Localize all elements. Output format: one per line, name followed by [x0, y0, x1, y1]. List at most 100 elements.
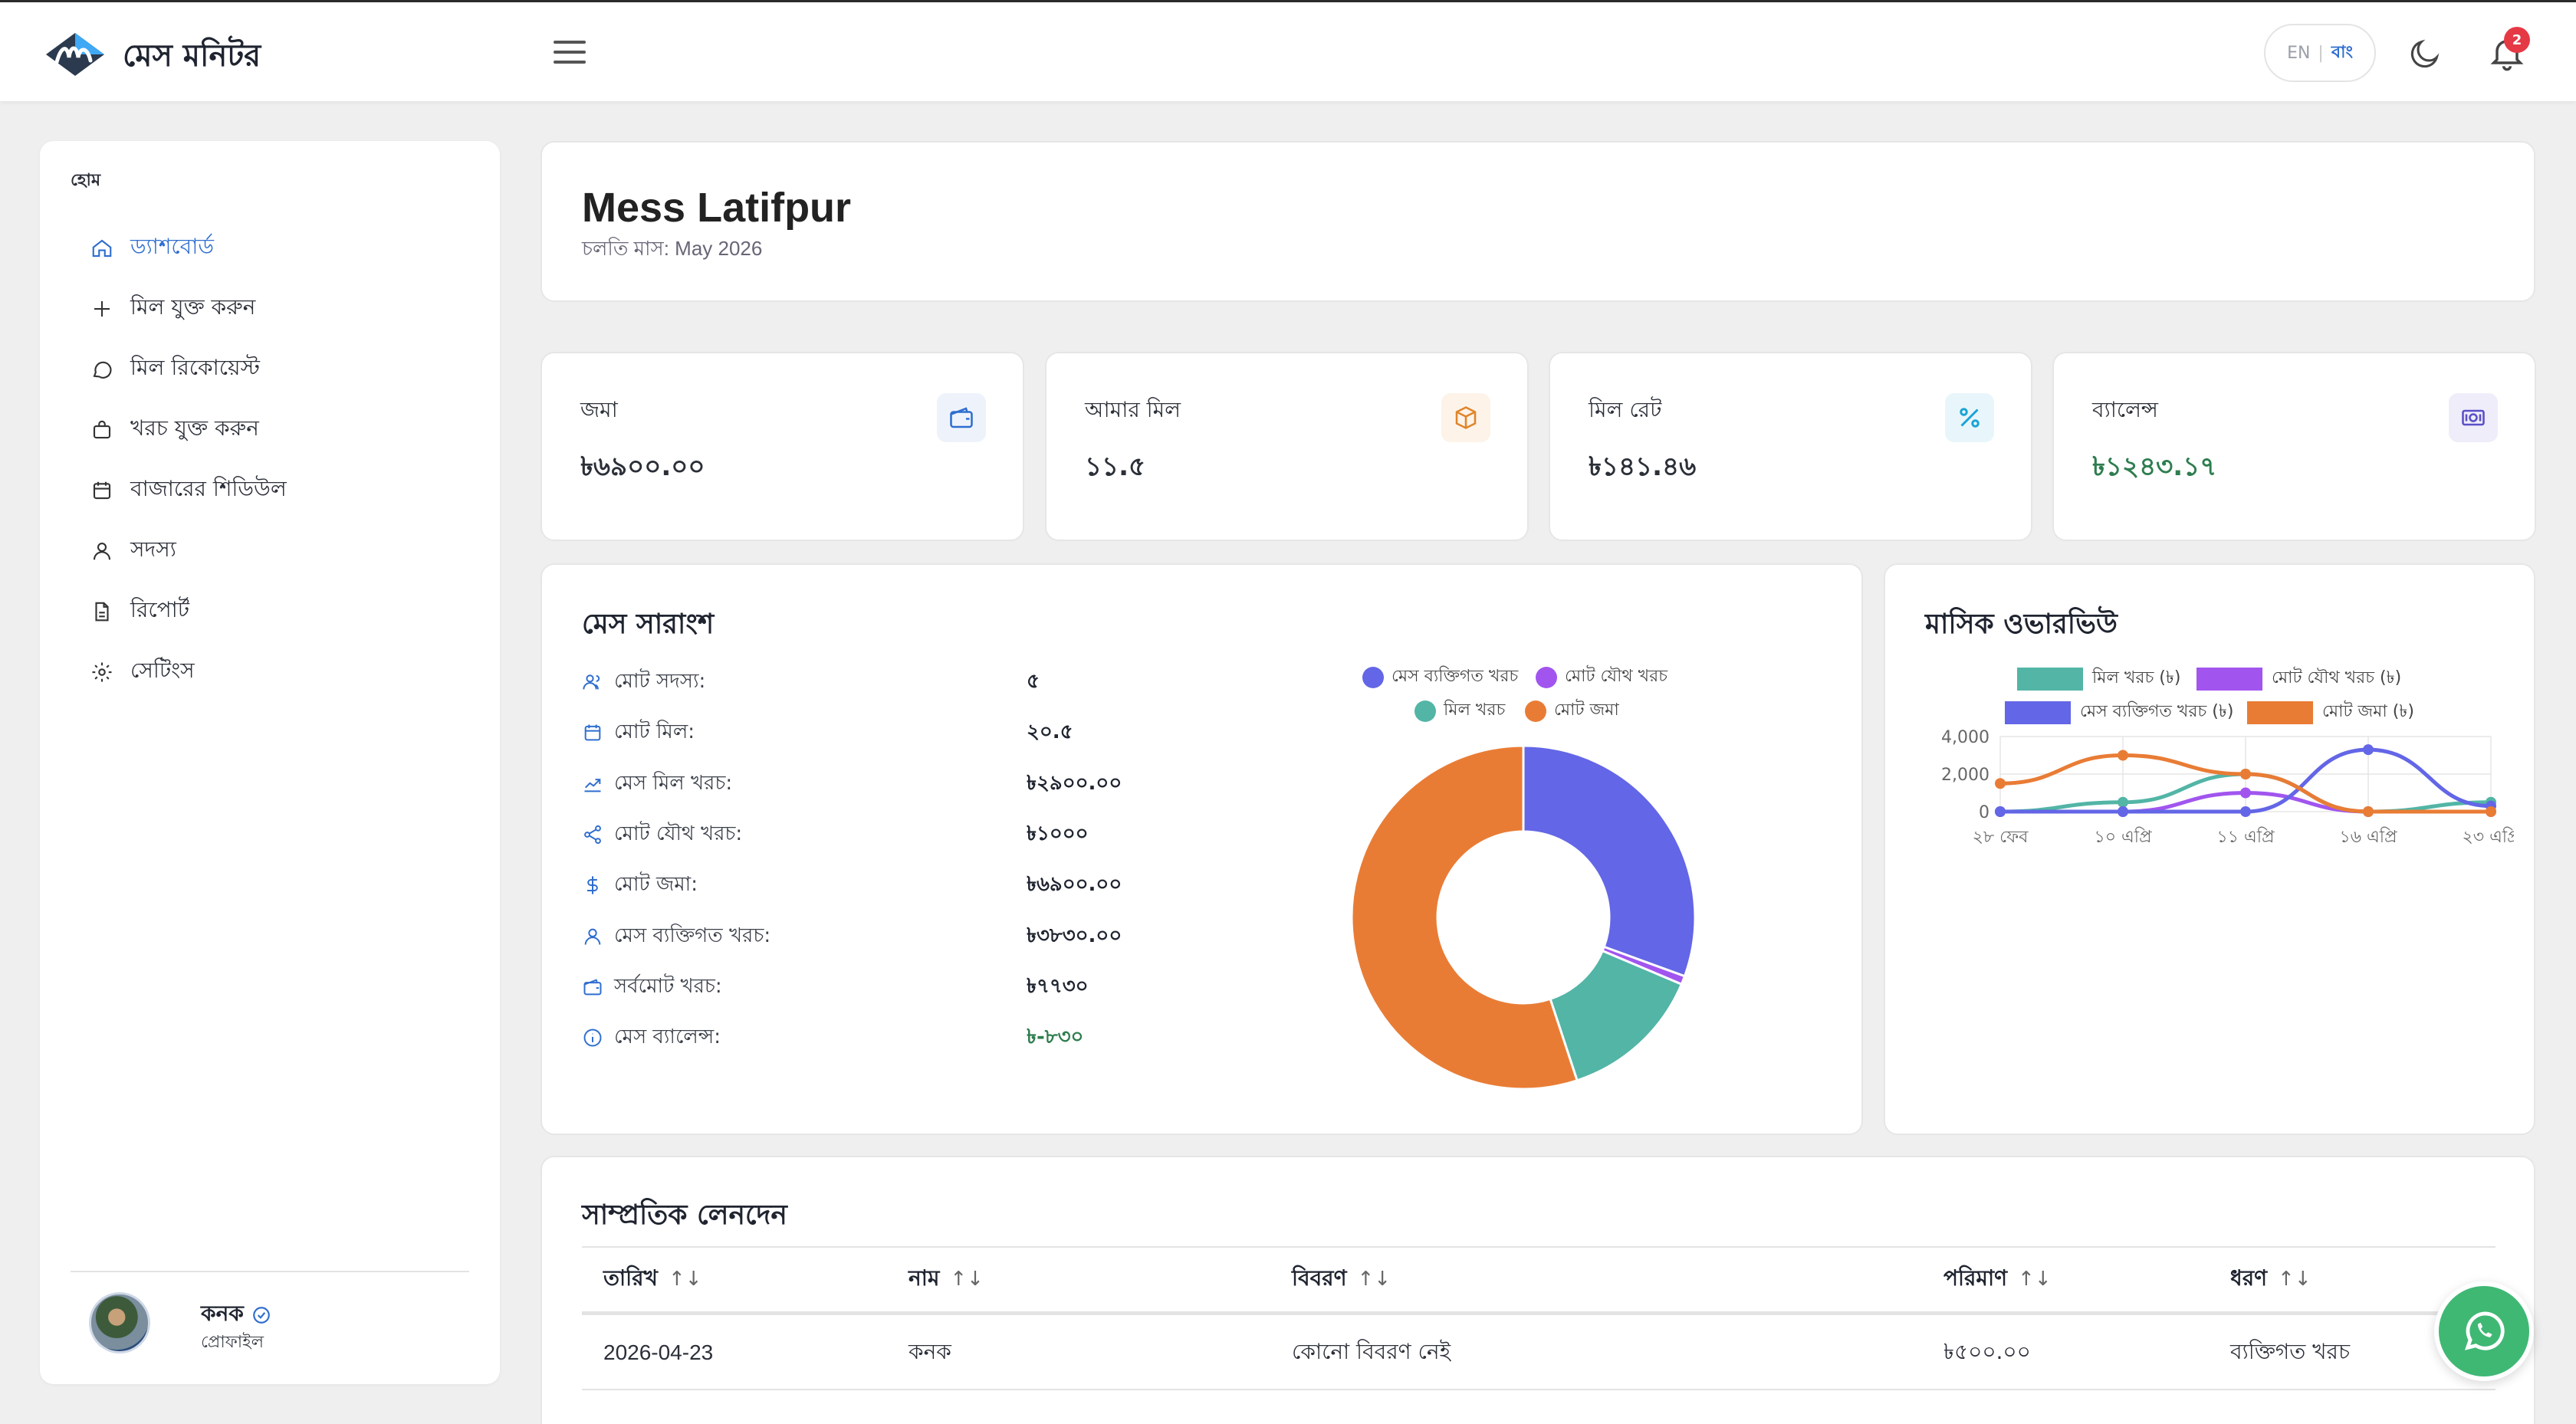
data-point[interactable] — [2240, 769, 2251, 779]
language-switch[interactable]: EN | বাং — [2264, 24, 2376, 82]
column-header-label: ধরণ — [2230, 1265, 2268, 1291]
box-icon — [1441, 393, 1490, 442]
sidebar: হোম ড্যাশবোর্ড মিল যুক্ত করুন মিল রিকোয়… — [40, 141, 500, 1384]
legend-item[interactable]: মেস ব্যক্তিগত খরচ — [1362, 663, 1518, 691]
sidebar-item-members[interactable]: সদস্য — [90, 520, 458, 581]
data-point[interactable] — [1995, 806, 2006, 817]
sort-icon[interactable]: ↑↓ — [950, 1268, 984, 1291]
table-header: তারিখ ↑↓ নাম ↑↓ বিবরণ ↑↓ পরিমাণ ↑↓ ধরণ ↑↓ — [582, 1246, 2496, 1315]
data-point[interactable] — [2363, 806, 2374, 817]
menu-toggle-button[interactable] — [554, 41, 586, 67]
sort-icon[interactable]: ↑↓ — [668, 1268, 702, 1291]
sidebar-item-add-meal[interactable]: মিল যুক্ত করুন — [90, 278, 458, 339]
chat-icon — [93, 361, 112, 379]
summary-value: ৳-৮৩০ — [1027, 1025, 1084, 1049]
column-header-amount[interactable]: পরিমাণ ↑↓ — [1944, 1262, 2052, 1298]
sort-icon[interactable]: ↑↓ — [1357, 1268, 1392, 1291]
summary-value: ৫ — [1027, 670, 1040, 694]
sidebar-item-report[interactable]: রিপোর্ট — [90, 581, 458, 641]
cell-date: 2026-04-23 — [603, 1340, 714, 1364]
sidebar-item-add-expense[interactable]: খরচ যুক্ত করুন — [90, 399, 458, 460]
x-tick-label: ১৬ এপ্রি — [2339, 827, 2397, 847]
stat-value: ৳১৪১.৪৬ — [1589, 451, 1697, 482]
y-tick-label: 0 — [1979, 803, 1990, 822]
percent-icon — [1945, 393, 1994, 442]
info-icon — [583, 1029, 602, 1047]
page-header: Mess Latifpur চলতি মাস: May 2026 — [540, 141, 2535, 302]
sidebar-item-market-schedule[interactable]: বাজারের শিডিউল — [90, 460, 458, 520]
data-point[interactable] — [2240, 787, 2251, 799]
doughnut-chart — [1350, 744, 1697, 1091]
sidebar-item-meal-request[interactable]: মিল রিকোয়েস্ট — [90, 339, 458, 399]
doughnut-slice[interactable] — [1549, 949, 1684, 1082]
table-row[interactable]: 2026-04-23 কনক কোনো বিবরণ নেই ৳৫০০.০০ ব্… — [582, 1317, 2496, 1390]
summary-label: মোট যৌথ খরচ: — [614, 822, 743, 846]
stat-label: ব্যালেন্স — [2092, 397, 2158, 422]
legend-item[interactable]: মোট যৌথ খরচ (৳) — [2196, 664, 2401, 693]
gear-icon — [92, 662, 112, 681]
legend-item[interactable]: মিল খরচ — [1414, 697, 1505, 725]
stat-value: ৳৬৯০০.০০ — [580, 451, 705, 482]
sidebar-item-dashboard[interactable]: ড্যাশবোর্ড — [90, 218, 458, 278]
summary-row: মোট যৌথ খরচ: ৳১০০০ — [582, 809, 1165, 860]
column-header-name[interactable]: নাম ↑↓ — [909, 1262, 984, 1298]
legend-swatch — [2017, 667, 2083, 691]
lang-en[interactable]: EN — [2287, 43, 2311, 63]
sidebar-item-label: সেটিংস — [130, 658, 195, 683]
data-point[interactable] — [2486, 806, 2496, 817]
sidebar-item-label: সদস্য — [130, 536, 176, 562]
current-month: চলতি মাস: May 2026 — [582, 237, 763, 260]
legend-swatch — [1536, 666, 1557, 688]
share-icon — [584, 825, 601, 845]
legend-item[interactable]: মোট জমা — [1525, 697, 1619, 725]
legend-item[interactable]: মোট যৌথ খরচ — [1536, 663, 1668, 691]
data-point[interactable] — [2118, 750, 2128, 761]
column-header-type[interactable]: ধরণ ↑↓ — [2230, 1262, 2312, 1298]
legend-item[interactable]: মোট জমা (৳) — [2247, 698, 2414, 727]
data-point[interactable] — [2240, 806, 2251, 817]
sidebar-item-label: ড্যাশবোর্ড — [130, 234, 214, 259]
legend-label: মোট জমা (৳) — [2322, 702, 2414, 721]
sidebar-item-label: মিল রিকোয়েস্ট — [130, 355, 260, 380]
legend-swatch — [1525, 700, 1546, 722]
moon-icon[interactable] — [2407, 36, 2443, 71]
lang-bn[interactable]: বাং — [2331, 42, 2353, 62]
doughnut-slice[interactable] — [1522, 744, 1697, 978]
lang-separator: | — [2318, 43, 2324, 63]
data-point[interactable] — [1995, 778, 2006, 789]
plus-icon — [94, 300, 110, 317]
profile-link[interactable]: প্রোফাইল — [201, 1333, 264, 1352]
legend-item[interactable]: মেস ব্যক্তিগত খরচ (৳) — [2005, 698, 2233, 727]
user-name[interactable]: কনক — [201, 1297, 271, 1333]
sort-icon[interactable]: ↑↓ — [2018, 1268, 2052, 1291]
legend-label: মোট জমা — [1554, 701, 1619, 720]
summary-value: ২০.৫ — [1027, 720, 1073, 744]
summary-row: সর্বমোট খরচ: ৳৭৭৩০ — [582, 962, 1165, 1012]
summary-label: মেস ব্যক্তিগত খরচ: — [614, 924, 771, 947]
stat-value: ৳১২৪৩.১৭ — [2092, 451, 2217, 482]
legend-label: মিল খরচ — [1444, 701, 1506, 720]
legend-label: মোট যৌথ খরচ — [1565, 667, 1668, 686]
brand-name: মেস মনিটর — [123, 38, 261, 74]
legend-item[interactable]: মিল খরচ (৳) — [2017, 664, 2180, 693]
bag-icon — [93, 420, 111, 438]
sort-icon[interactable]: ↑↓ — [2278, 1268, 2312, 1291]
data-point[interactable] — [2118, 806, 2128, 817]
sidebar-item-label: রিপোর্ট — [130, 597, 190, 622]
avatar[interactable] — [89, 1292, 150, 1353]
x-tick-label: ২৩ এপ্রি — [2462, 827, 2514, 847]
cell-amount: ৳৫০০.০০ — [1944, 1338, 2031, 1364]
data-point[interactable] — [2118, 796, 2128, 808]
legend-swatch — [1414, 700, 1436, 722]
x-tick-label: ১০ এপ্রি — [2094, 827, 2152, 847]
data-point[interactable] — [2363, 744, 2374, 756]
legend-swatch — [2247, 701, 2313, 724]
summary-label: মেস ব্যালেন্স: — [614, 1025, 721, 1049]
column-header-date[interactable]: তারিখ ↑↓ — [603, 1262, 702, 1298]
stat-label: আমার মিল — [1085, 397, 1181, 422]
sidebar-item-settings[interactable]: সেটিংস — [90, 641, 458, 702]
whatsapp-button[interactable] — [2434, 1281, 2534, 1381]
column-header-description[interactable]: বিবরণ ↑↓ — [1292, 1262, 1391, 1298]
doughnut-slice[interactable] — [1350, 744, 1579, 1091]
legend-label: মেস ব্যক্তিগত খরচ — [1392, 667, 1519, 686]
